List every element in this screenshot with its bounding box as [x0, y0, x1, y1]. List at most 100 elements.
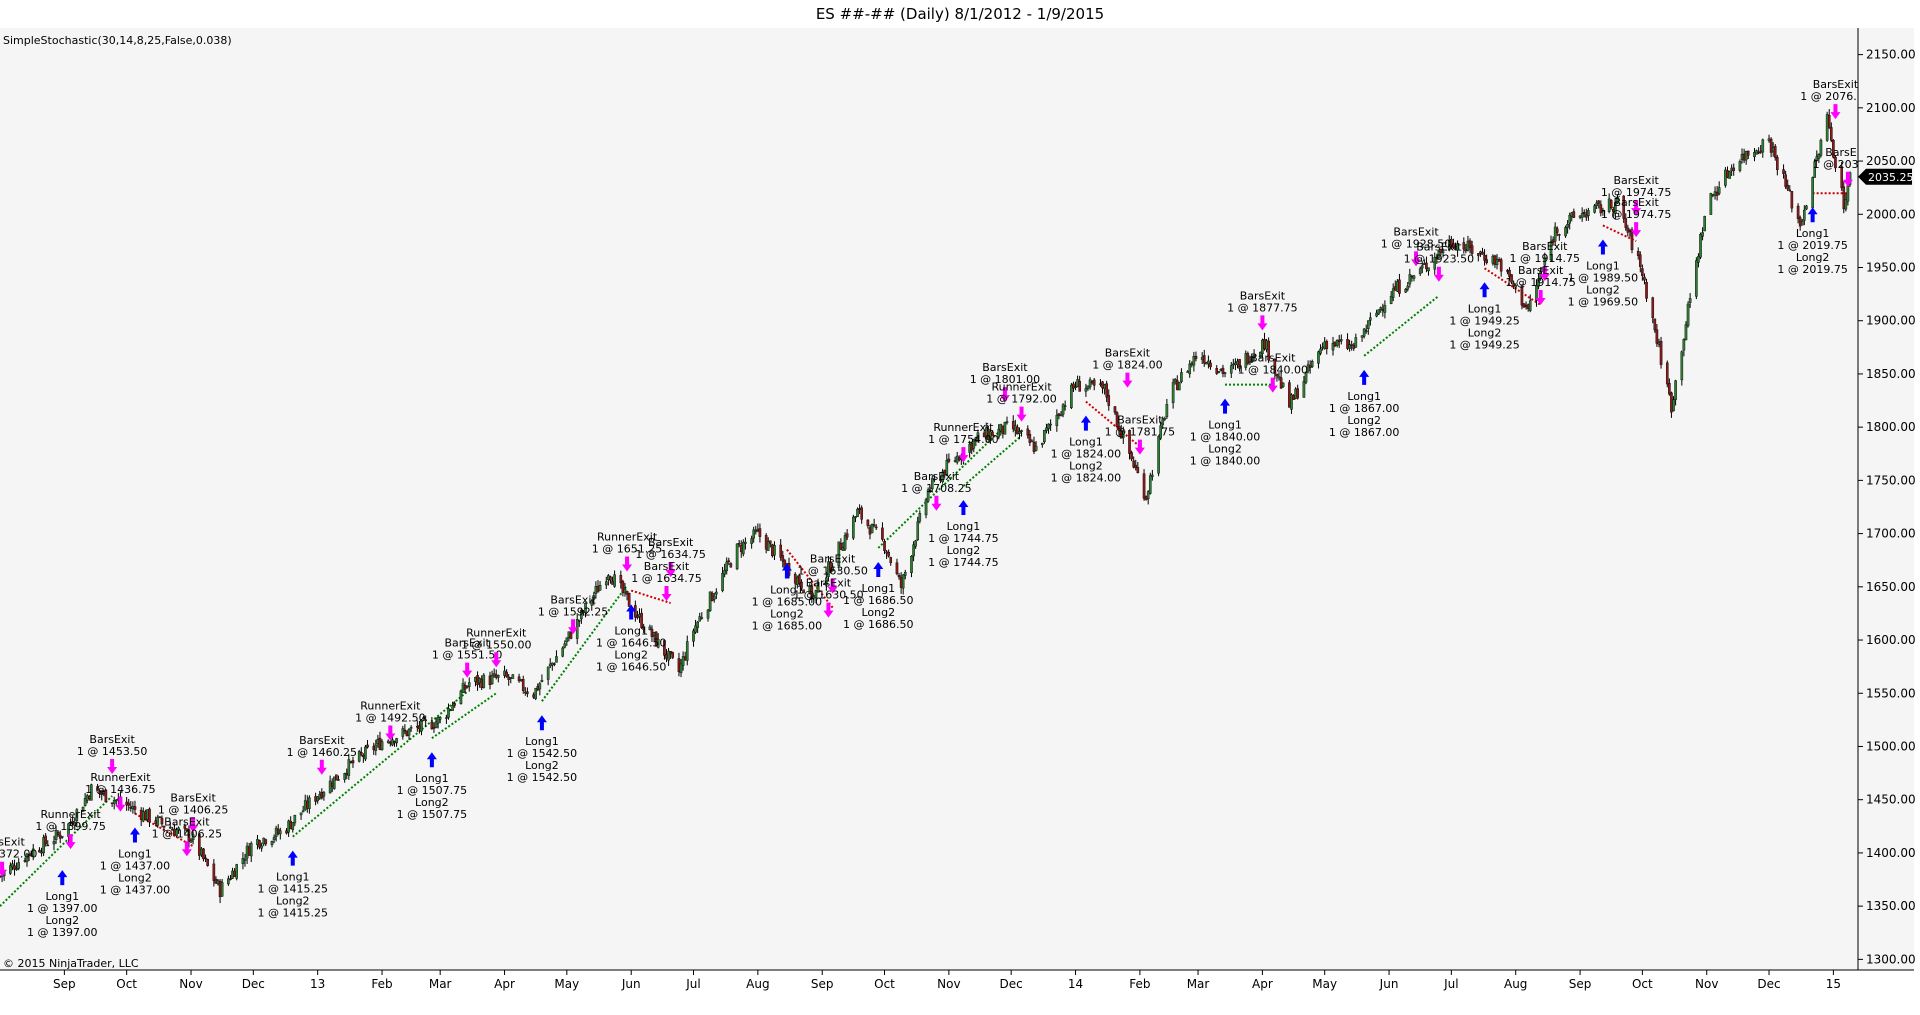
candle	[432, 722, 436, 733]
candle-body	[596, 586, 600, 593]
candle-body	[488, 675, 492, 686]
candle	[492, 668, 496, 678]
y-tick-label: 1850.00	[1866, 367, 1916, 381]
candle-body	[1209, 362, 1212, 368]
candle	[1016, 424, 1019, 435]
candle-body	[928, 490, 932, 492]
candle	[1192, 351, 1196, 372]
candle-body	[1308, 365, 1312, 368]
candle	[924, 497, 928, 519]
candle	[1379, 306, 1383, 313]
entry-label-2: Long2	[947, 544, 981, 557]
candle-body	[1003, 421, 1007, 435]
candle-body	[584, 603, 587, 613]
candle-body	[287, 820, 290, 833]
candle-body	[1464, 249, 1468, 252]
candle	[1346, 333, 1349, 351]
candle	[1674, 379, 1677, 406]
y-tick-label: 1500.00	[1866, 739, 1916, 753]
candle	[1142, 469, 1146, 501]
exit-arrow-icon	[827, 578, 838, 594]
candle-body	[910, 555, 913, 574]
candle-body	[1491, 255, 1495, 264]
candle	[1165, 398, 1169, 419]
price-axis-panel[interactable]	[1858, 28, 1914, 970]
candle	[1020, 429, 1023, 437]
candle-body	[1535, 285, 1538, 301]
candle-body	[1570, 212, 1574, 217]
candle	[204, 854, 207, 863]
candle-body	[914, 540, 917, 547]
candle-body	[1495, 259, 1499, 266]
exit-label: RunnerExit	[90, 771, 151, 784]
entry-arrow-icon	[781, 563, 792, 579]
candle-body	[764, 535, 768, 550]
candle	[46, 840, 50, 847]
candle-body	[1761, 139, 1765, 153]
candle-body	[534, 687, 537, 699]
candle-body	[416, 726, 419, 728]
candle	[1624, 213, 1628, 231]
candle	[1813, 158, 1817, 178]
candle	[1433, 252, 1437, 275]
exit-price: 1 @ 1551.50	[432, 649, 502, 662]
candle-body	[1468, 240, 1472, 248]
y-tick-label: 1950.00	[1866, 260, 1916, 274]
candle	[883, 538, 886, 554]
candle	[1695, 257, 1698, 300]
candle	[1738, 159, 1742, 173]
candle-body	[303, 800, 307, 810]
candle	[1369, 312, 1372, 326]
candle	[1418, 266, 1422, 277]
candle	[928, 486, 932, 493]
candle	[1221, 364, 1225, 378]
